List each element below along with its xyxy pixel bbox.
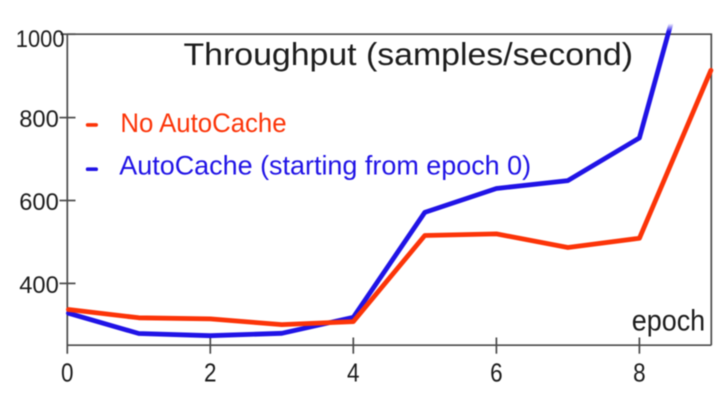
svg-text:No AutoCache: No AutoCache xyxy=(120,108,286,138)
svg-text:400: 400 xyxy=(19,272,59,299)
svg-text:600: 600 xyxy=(19,189,59,216)
svg-text:Throughput (samples/second): Throughput (samples/second) xyxy=(184,36,634,72)
svg-text:800: 800 xyxy=(19,106,59,133)
svg-text:6: 6 xyxy=(490,357,503,387)
svg-text:2: 2 xyxy=(204,357,217,387)
svg-text:8: 8 xyxy=(633,357,646,387)
svg-text:epoch: epoch xyxy=(632,305,706,338)
svg-text:1000: 1000 xyxy=(16,26,65,53)
svg-text:0: 0 xyxy=(61,357,74,387)
svg-text:AutoCache (starting from epoch: AutoCache (starting from epoch 0) xyxy=(119,151,531,181)
svg-text:4: 4 xyxy=(347,357,360,387)
